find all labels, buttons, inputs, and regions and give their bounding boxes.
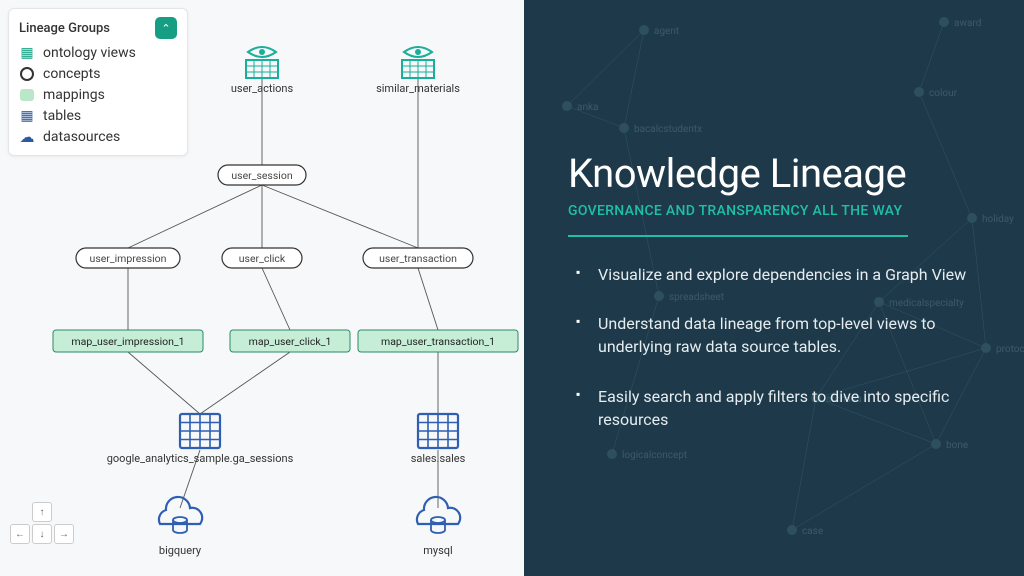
legend-toggle[interactable]: ⌃ <box>155 17 177 39</box>
edge <box>262 185 418 248</box>
pan-down[interactable]: ↓ <box>32 524 52 544</box>
feature-bullet: Easily search and apply filters to dive … <box>598 385 988 431</box>
pan-up[interactable]: ↑ <box>32 502 52 522</box>
mapping-node[interactable]: map_user_transaction_1 <box>358 330 518 352</box>
edge <box>262 268 290 330</box>
table-node[interactable]: sales.sales <box>411 414 466 465</box>
svg-text:user_click: user_click <box>239 252 286 265</box>
table-node[interactable]: google_analytics_sample.ga_sessions <box>107 414 294 465</box>
svg-text:similar_materials: similar_materials <box>376 82 460 95</box>
legend-item-concept[interactable]: concepts <box>19 66 177 82</box>
svg-text:bone: bone <box>946 440 968 451</box>
edge <box>200 352 290 414</box>
edge <box>128 352 200 414</box>
datasource-node[interactable]: mysql <box>417 497 460 557</box>
feature-list: Visualize and explore dependencies in a … <box>568 263 988 431</box>
svg-text:case: case <box>802 526 823 537</box>
edge <box>418 268 438 330</box>
ontology-node[interactable]: similar_materials <box>376 47 460 95</box>
legend-label: mappings <box>43 87 105 103</box>
mapping-node[interactable]: map_user_click_1 <box>230 330 350 352</box>
svg-text:map_user_click_1: map_user_click_1 <box>249 335 332 348</box>
svg-text:user_transaction: user_transaction <box>379 252 457 265</box>
svg-text:logicalconcept: logicalconcept <box>622 450 687 461</box>
feature-bullet: Visualize and explore dependencies in a … <box>598 263 988 286</box>
legend-label: ontology views <box>43 45 136 61</box>
legend-panel: Lineage Groups ⌃ ▦ ontology views concepts… <box>8 8 188 156</box>
edge <box>128 185 262 248</box>
pan-left[interactable]: ← <box>10 524 30 544</box>
mapping-node[interactable]: map_user_impression_1 <box>53 330 203 352</box>
info-panel: agentawardankacolourbacalcstudentxholida… <box>524 0 1024 576</box>
svg-text:map_user_transaction_1: map_user_transaction_1 <box>381 335 495 348</box>
pan-right[interactable]: → <box>54 524 74 544</box>
lineage-canvas[interactable]: Lineage Groups ⌃ ▦ ontology views concepts… <box>0 0 524 576</box>
mapping-icon <box>19 87 35 103</box>
svg-text:mysql: mysql <box>423 544 452 557</box>
feature-bullet: Understand data lineage from top-level v… <box>598 312 988 358</box>
svg-text:map_user_impression_1: map_user_impression_1 <box>71 335 184 348</box>
table-icon: ▦ <box>19 108 35 124</box>
legend-item-mapping[interactable]: mappings <box>19 87 177 103</box>
concept-node[interactable]: user_click <box>222 248 302 268</box>
concept-node[interactable]: user_session <box>218 165 306 185</box>
legend-item-ontology[interactable]: ▦ ontology views <box>19 45 177 61</box>
svg-text:google_analytics_sample.ga_ses: google_analytics_sample.ga_sessions <box>107 452 294 465</box>
legend-label: datasources <box>43 129 120 145</box>
page-title: Knowledge Lineage <box>568 150 988 197</box>
svg-text:bigquery: bigquery <box>159 544 202 557</box>
legend-label: concepts <box>43 66 100 82</box>
legend-item-table[interactable]: ▦ tables <box>19 108 177 124</box>
legend-title: Lineage Groups <box>19 21 110 36</box>
concept-node[interactable]: user_impression <box>76 248 180 268</box>
concept-icon <box>19 66 35 82</box>
concept-node[interactable]: user_transaction <box>363 248 473 268</box>
svg-text:user_session: user_session <box>231 169 292 182</box>
svg-text:sales.sales: sales.sales <box>411 452 466 465</box>
svg-text:user_actions: user_actions <box>231 82 294 95</box>
legend-item-datasource[interactable]: ☁ datasources <box>19 129 177 145</box>
divider <box>568 235 908 237</box>
svg-text:user_impression: user_impression <box>90 252 167 265</box>
pan-controls: ↑ ← ↓ → <box>10 502 74 566</box>
legend-label: tables <box>43 108 81 124</box>
page-subtitle: GOVERNANCE AND TRANSPARENCY ALL THE WAY <box>568 203 988 219</box>
datasource-icon: ☁ <box>19 129 35 145</box>
ontology-node[interactable]: user_actions <box>231 47 294 95</box>
ontology-icon: ▦ <box>19 45 35 61</box>
